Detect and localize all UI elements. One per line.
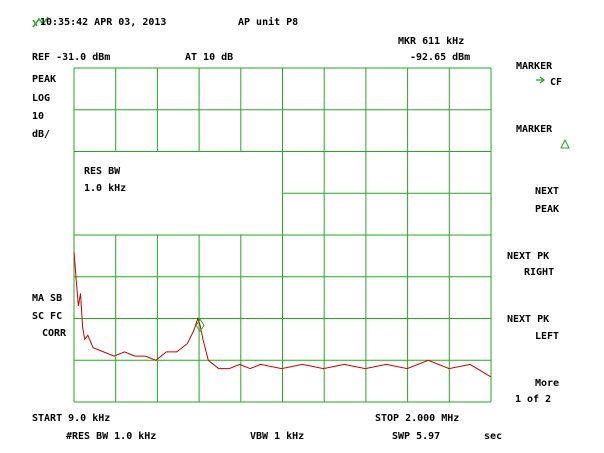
stop-frequency: STOP 2.000 MHz (375, 413, 459, 424)
marker-frequency: MKR 611 kHz (398, 36, 464, 47)
softkey[interactable]: LEFT (535, 331, 559, 342)
left-label: MA SB (32, 293, 62, 304)
title: AP unit P8 (238, 16, 298, 28)
box-label: RES BW (84, 166, 121, 177)
softkey[interactable]: NEXT PK (507, 251, 549, 262)
softkey[interactable]: PEAK (535, 204, 559, 215)
left-label: CORR (42, 328, 67, 339)
left-label: LOG (32, 93, 50, 104)
attenuation: AT 10 dB (185, 52, 233, 63)
softkey[interactable]: 1 of 2 (515, 394, 551, 405)
start-frequency: START 9.0 kHz (32, 413, 110, 424)
footer-label: #RES BW 1.0 kHz (66, 431, 156, 442)
delta-icon (560, 138, 570, 149)
softkey[interactable]: NEXT (535, 186, 559, 197)
left-label: SC FC (32, 311, 62, 322)
left-label: 10 (32, 111, 44, 122)
reference-level: REF -31.0 dBm (32, 52, 110, 63)
box-label: 1.0 kHz (84, 183, 126, 194)
softkey[interactable]: RIGHT (524, 267, 554, 278)
logo (32, 16, 49, 28)
timestamp: 10:35:42 APR 03, 2013 (40, 17, 166, 28)
softkey[interactable]: CF (550, 77, 562, 88)
softkey[interactable]: MARKER (516, 124, 553, 135)
marker (195, 318, 205, 333)
softkey[interactable]: NEXT PK (507, 314, 549, 325)
left-label: dB/ (32, 129, 50, 140)
footer-label: sec (484, 431, 502, 442)
softkey[interactable]: More (535, 378, 559, 389)
softkey[interactable]: MARKER (516, 61, 553, 72)
footer-label: VBW 1 kHz (250, 431, 304, 442)
arrow-icon (536, 76, 546, 84)
left-label: PEAK (32, 74, 56, 85)
marker-level: -92.65 dBm (410, 52, 470, 63)
footer-label: SWP 5.97 (392, 431, 440, 442)
